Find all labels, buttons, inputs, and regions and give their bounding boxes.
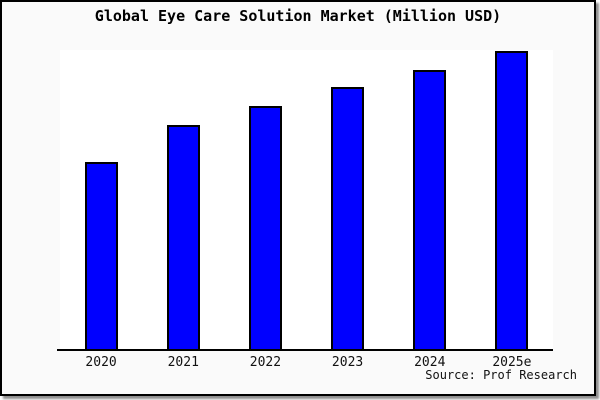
bar-2022	[248, 106, 282, 350]
bar-2023	[331, 87, 365, 350]
x-tick-label-2023: 2023	[331, 355, 364, 370]
x-tick-label-2020: 2020	[85, 355, 117, 370]
x-tick-label-2021: 2021	[167, 355, 199, 370]
source-credit: Source: Prof Research	[425, 368, 577, 382]
plot-area	[60, 50, 553, 350]
bar-2021	[166, 125, 200, 350]
bar-2024	[413, 70, 447, 350]
x-axis-line	[57, 349, 553, 351]
bar-2020	[84, 162, 118, 350]
x-tick-label-2022: 2022	[249, 355, 282, 370]
x-tick-label-2024: 2024	[414, 355, 446, 370]
chart-title: Global Eye Care Solution Market (Million…	[94, 7, 502, 25]
bar-2025e	[495, 51, 529, 350]
x-tick-label-2025e: 2025e	[492, 355, 532, 370]
